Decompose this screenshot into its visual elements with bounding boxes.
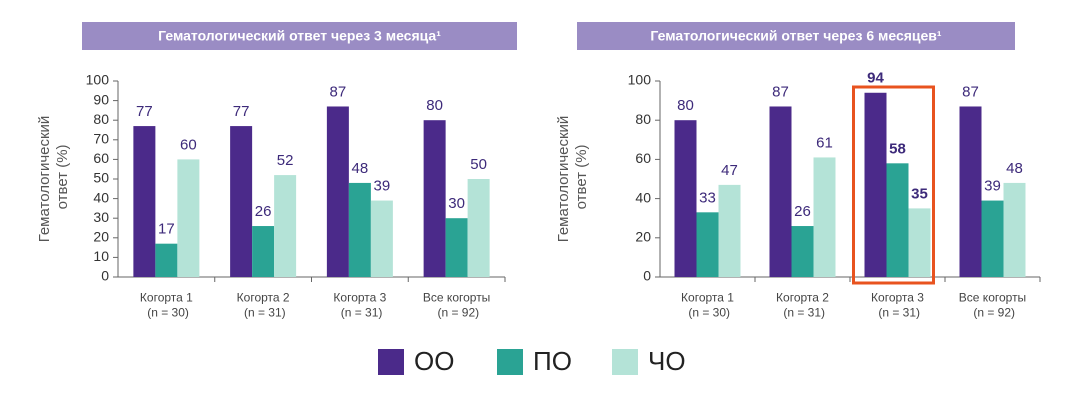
y-axis-label: Гематологический ответ (%) bbox=[555, 116, 590, 243]
bar bbox=[1003, 182, 1026, 277]
x-tick-label: Когорта 2 (n = 31) bbox=[237, 291, 290, 320]
bar bbox=[467, 179, 490, 277]
x-tick-label: Когорта 3 (n = 31) bbox=[871, 291, 924, 320]
y-tick-label: 0 bbox=[101, 268, 109, 284]
bar bbox=[908, 208, 931, 277]
value-label: 26 bbox=[794, 203, 811, 220]
value-label: 60 bbox=[180, 136, 197, 153]
legend-label: ПО bbox=[533, 346, 572, 376]
x-tick-label: Когорта 3 (n = 31) bbox=[333, 291, 386, 320]
y-tick-label: 30 bbox=[93, 209, 109, 225]
highlight-box bbox=[852, 85, 935, 285]
bar bbox=[445, 218, 468, 277]
bar bbox=[864, 92, 887, 277]
bar bbox=[423, 120, 446, 277]
legend-label: ОО bbox=[414, 346, 454, 376]
bar bbox=[252, 226, 275, 277]
y-tick-label: 20 bbox=[635, 229, 651, 245]
x-tick-label: Все когорты (n = 92) bbox=[423, 291, 490, 320]
value-label: 48 bbox=[352, 160, 369, 177]
value-label: 39 bbox=[374, 178, 391, 195]
bar bbox=[155, 243, 178, 277]
bar bbox=[370, 200, 393, 277]
legend-label: ЧО bbox=[648, 346, 686, 376]
y-tick-label: 40 bbox=[93, 189, 109, 205]
legend-swatch bbox=[378, 349, 404, 375]
value-label: 61 bbox=[816, 134, 833, 151]
y-tick-label: 20 bbox=[93, 229, 109, 245]
bar bbox=[769, 106, 792, 277]
bar bbox=[696, 212, 719, 277]
y-tick-label: 60 bbox=[93, 150, 109, 166]
value-label: 47 bbox=[721, 162, 738, 179]
x-tick-label: Все когорты (n = 92) bbox=[959, 291, 1026, 320]
bar bbox=[177, 159, 200, 277]
y-axis-label: Гематологический ответ (%) bbox=[36, 116, 71, 243]
bar bbox=[348, 182, 371, 277]
value-label: 77 bbox=[233, 103, 250, 120]
bar bbox=[959, 106, 982, 277]
bar bbox=[326, 106, 349, 277]
chart-title: Гематологический ответ через 6 месяцев¹ bbox=[650, 28, 942, 44]
value-label: 17 bbox=[158, 221, 175, 238]
value-label: 80 bbox=[677, 97, 694, 114]
y-tick-label: 80 bbox=[635, 111, 651, 127]
y-tick-label: 100 bbox=[628, 72, 652, 88]
bar bbox=[886, 163, 909, 277]
title-bar bbox=[577, 22, 1015, 50]
value-label: 39 bbox=[984, 178, 1001, 195]
y-tick-label: 10 bbox=[93, 248, 109, 264]
value-label: 87 bbox=[772, 83, 789, 100]
y-tick-label: 100 bbox=[86, 72, 110, 88]
chart-title: Гематологический ответ через 3 месяца¹ bbox=[158, 28, 441, 44]
value-label: 77 bbox=[136, 103, 153, 120]
y-tick-label: 40 bbox=[635, 189, 651, 205]
y-tick-label: 60 bbox=[635, 150, 651, 166]
value-label: 80 bbox=[426, 97, 443, 114]
bar bbox=[230, 126, 253, 277]
y-tick-label: 0 bbox=[643, 268, 651, 284]
value-label: 30 bbox=[448, 195, 465, 212]
legend-swatch bbox=[497, 349, 523, 375]
y-tick-label: 80 bbox=[93, 111, 109, 127]
x-tick-label: Когорта 1 (n = 30) bbox=[140, 291, 193, 320]
value-label: 35 bbox=[911, 185, 928, 202]
value-label: 87 bbox=[962, 83, 979, 100]
bar bbox=[274, 175, 297, 277]
bar bbox=[981, 200, 1004, 277]
value-label: 94 bbox=[867, 70, 884, 87]
y-tick-label: 70 bbox=[93, 131, 109, 147]
value-label: 87 bbox=[330, 83, 347, 100]
legend-swatch bbox=[612, 349, 638, 375]
value-label: 48 bbox=[1006, 160, 1023, 177]
bar bbox=[133, 126, 156, 277]
value-label: 52 bbox=[277, 152, 294, 169]
value-label: 50 bbox=[470, 156, 487, 173]
value-label: 26 bbox=[255, 203, 272, 220]
y-tick-label: 90 bbox=[93, 91, 109, 107]
bar bbox=[813, 157, 836, 277]
y-tick-label: 50 bbox=[93, 170, 109, 186]
title-bar bbox=[82, 22, 517, 50]
value-label: 33 bbox=[699, 189, 716, 206]
bar bbox=[718, 184, 741, 277]
x-tick-label: Когорта 1 (n = 30) bbox=[681, 291, 734, 320]
bar bbox=[674, 120, 697, 277]
bar bbox=[791, 226, 814, 277]
value-label: 58 bbox=[889, 140, 906, 157]
x-tick-label: Когорта 2 (n = 31) bbox=[776, 291, 829, 320]
